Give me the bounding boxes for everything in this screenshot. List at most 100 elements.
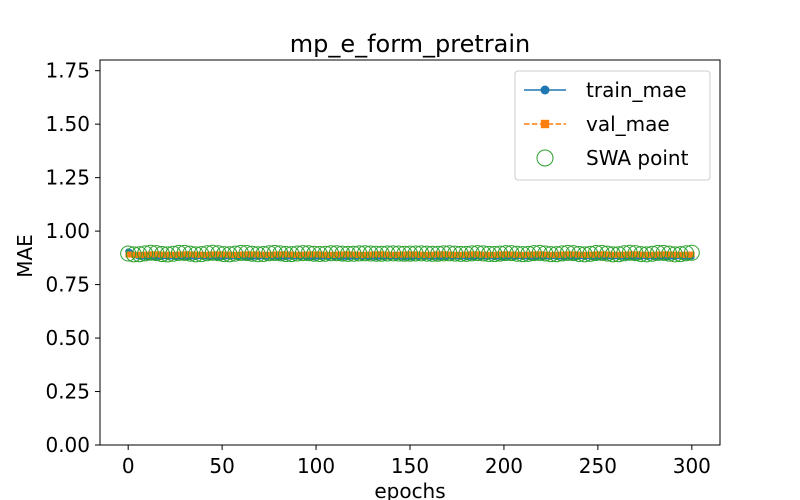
data-point-swa-point <box>120 245 137 262</box>
data-point-swa-point <box>486 246 503 263</box>
data-point-swa-point <box>469 245 486 262</box>
chart-title: mp_e_form_pretrain <box>290 30 531 58</box>
data-point-swa-point <box>644 245 661 262</box>
data-point-swa-point <box>154 246 170 263</box>
data-point-swa-point <box>599 245 616 262</box>
x-tick-label: 250 <box>579 454 617 478</box>
x-axis-label: epochs <box>374 479 445 500</box>
data-point-swa-point <box>424 245 441 262</box>
legend: train_mae val_mae SWA point <box>514 70 711 181</box>
data-point-swa-point <box>621 244 638 261</box>
data-point-swa-point <box>244 245 261 262</box>
data-point-swa-point <box>165 245 182 262</box>
data-point-swa-point <box>356 245 373 262</box>
x-tick-label: 150 <box>391 454 429 478</box>
data-point-swa-point <box>176 244 193 261</box>
data-point-swa-point <box>588 244 604 261</box>
data-point-swa-point <box>548 246 565 263</box>
data-point-swa-point <box>221 246 238 263</box>
plot-content <box>120 244 700 263</box>
data-point-swa-point <box>131 246 148 263</box>
data-point-swa-point <box>616 245 633 262</box>
y-tick-label: 1.75 <box>45 59 90 83</box>
data-point-swa-point <box>413 245 430 262</box>
data-point-swa-point <box>137 245 154 262</box>
data-point-swa-point <box>638 246 655 263</box>
data-point-swa-point <box>582 245 599 262</box>
data-point-swa-point <box>509 245 526 262</box>
data-point-swa-point <box>187 246 204 263</box>
data-point-swa-point <box>385 245 402 262</box>
x-tick-label: 50 <box>209 454 234 478</box>
data-point-swa-point <box>458 245 475 262</box>
data-point-swa-point <box>216 246 232 263</box>
legend-label-swa-point: SWA point <box>586 146 689 170</box>
data-point-swa-point <box>125 246 142 263</box>
data-point-swa-point <box>559 244 576 261</box>
data-point-swa-point <box>452 245 469 262</box>
y-tick-label: 0.00 <box>45 433 90 457</box>
data-point-swa-point <box>492 245 509 262</box>
y-axis-label: MAE <box>13 234 37 278</box>
data-point-swa-point <box>317 245 334 262</box>
data-point-swa-point <box>255 245 272 262</box>
legend-marker-train-mae <box>540 85 550 95</box>
data-point-swa-point <box>683 244 700 261</box>
legend-label-train-mae: train_mae <box>586 78 687 102</box>
data-point-swa-point <box>199 245 216 262</box>
data-point-swa-point <box>520 245 537 262</box>
y-tick-label: 1.25 <box>45 166 90 190</box>
data-point-swa-point <box>633 246 650 263</box>
data-point-swa-point <box>283 246 300 263</box>
data-point-swa-point <box>497 245 514 262</box>
x-tick-label: 300 <box>673 454 711 478</box>
data-point-swa-point <box>666 246 683 263</box>
y-tick-label: 1.50 <box>45 112 90 136</box>
data-point-swa-point <box>278 246 294 263</box>
data-point-swa-point <box>193 246 210 263</box>
data-point-swa-point <box>627 245 644 262</box>
data-point-swa-point <box>323 245 340 262</box>
data-point-swa-point <box>238 244 255 261</box>
data-point-swa-point <box>514 246 531 263</box>
data-point-swa-point <box>661 245 678 262</box>
data-point-swa-point <box>407 245 424 262</box>
data-point-swa-point <box>379 245 396 262</box>
axes: 0 50 100 150 200 250 300 0.00 0.25 0.50 0.75 1.00 1.… <box>45 59 721 478</box>
data-point-swa-point <box>672 246 689 263</box>
data-point-swa-point <box>328 245 345 262</box>
data-point-swa-point <box>390 245 407 262</box>
data-point-swa-point <box>227 245 244 262</box>
data-point-swa-point <box>294 245 311 262</box>
y-tick-label: 1.00 <box>45 219 90 243</box>
data-point-swa-point <box>430 245 447 262</box>
x-tick-label: 100 <box>297 454 335 478</box>
x-tick-label: 200 <box>485 454 523 478</box>
data-point-swa-point <box>418 245 435 262</box>
data-point-swa-point <box>311 246 328 263</box>
data-point-swa-point <box>261 245 278 262</box>
data-point-swa-point <box>435 245 452 262</box>
data-point-swa-point <box>565 245 582 262</box>
data-point-swa-point <box>170 244 187 261</box>
data-point-swa-point <box>604 246 621 263</box>
data-point-swa-point <box>159 246 176 263</box>
legend-label-val-mae: val_mae <box>586 112 670 136</box>
data-point-swa-point <box>266 244 283 261</box>
data-point-swa-point <box>210 245 227 262</box>
data-point-swa-point <box>655 244 672 261</box>
legend-marker-val-mae <box>540 119 550 129</box>
data-point-swa-point <box>148 245 165 262</box>
legend-box <box>514 70 711 181</box>
data-point-swa-point <box>650 244 666 261</box>
data-point-swa-point <box>300 245 317 262</box>
data-point-swa-point <box>396 245 413 262</box>
data-point-swa-point <box>351 245 368 262</box>
data-point-swa-point <box>368 245 385 262</box>
legend-marker-swa-point <box>536 149 554 167</box>
data-point-swa-point <box>542 246 559 263</box>
data-point-val-mae <box>689 251 695 258</box>
data-point-swa-point <box>306 245 323 262</box>
data-point-swa-point <box>503 245 520 262</box>
data-point-swa-point <box>678 245 695 262</box>
